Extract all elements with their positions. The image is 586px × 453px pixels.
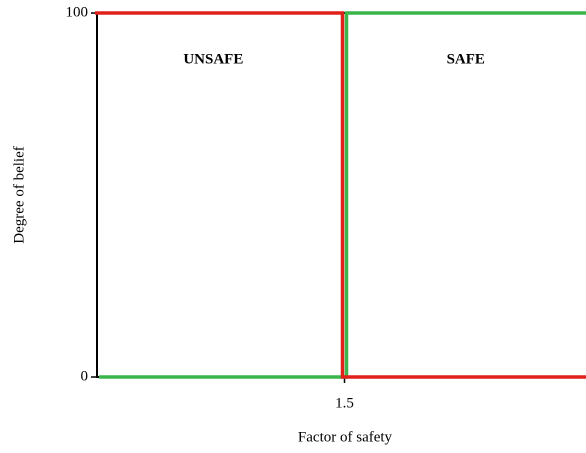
annotation: SAFE — [447, 51, 485, 67]
series-line — [99, 11, 586, 379]
y-axis-label: Degree of belief — [11, 146, 27, 243]
y-tick-label: 100 — [66, 4, 89, 20]
x-axis-label: Factor of safety — [298, 429, 393, 445]
y-tick-label: 0 — [81, 368, 89, 384]
annotation: UNSAFE — [183, 51, 243, 67]
series-line — [95, 11, 586, 379]
x-tick-label: 1.5 — [335, 395, 354, 411]
